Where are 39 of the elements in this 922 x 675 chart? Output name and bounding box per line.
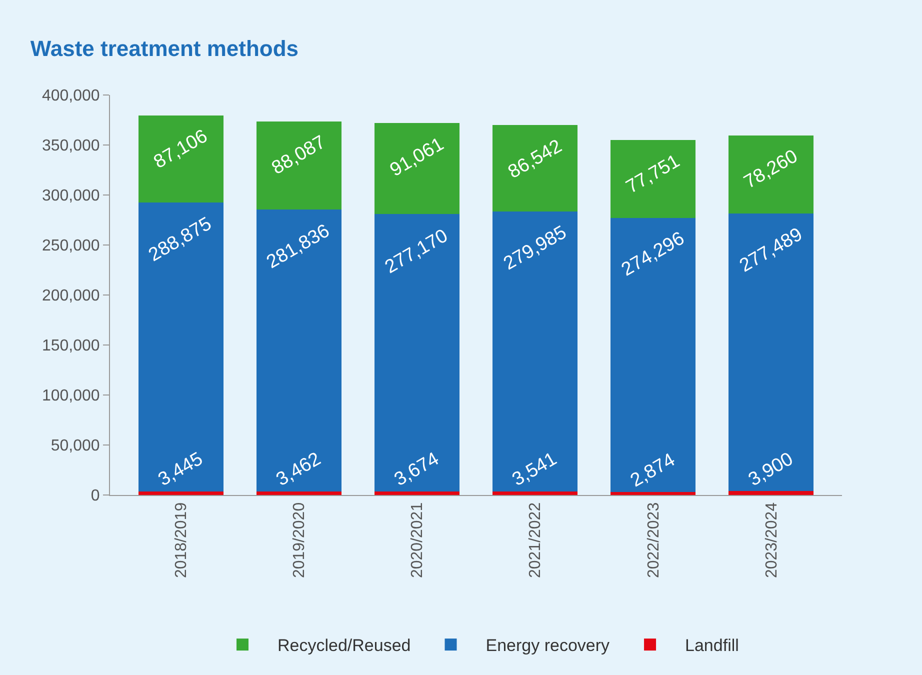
bar xyxy=(728,214,814,492)
data-label: 3,900 xyxy=(745,448,797,491)
x-tick-label: 2021/2022 xyxy=(527,502,544,578)
x-tick-label: 2023/2024 xyxy=(763,502,780,578)
y-tick-label: 0 xyxy=(90,488,100,505)
bar xyxy=(374,123,460,214)
bar xyxy=(492,124,578,212)
bar xyxy=(138,116,224,203)
chart-title: Waste treatment methods xyxy=(30,36,299,61)
y-tick-label: 300,000 xyxy=(42,188,100,205)
bar xyxy=(610,218,696,492)
legend-label: Recycled/Reused xyxy=(278,636,411,656)
bar xyxy=(728,135,814,214)
bar xyxy=(610,492,696,495)
bar xyxy=(138,202,224,492)
data-label: 3,541 xyxy=(508,448,561,491)
y-tick-label: 400,000 xyxy=(42,88,100,105)
x-tick-label: 2020/2021 xyxy=(409,502,426,578)
x-tick-label: 2019/2020 xyxy=(291,502,308,578)
bar xyxy=(256,492,342,495)
bar xyxy=(138,492,224,495)
bar xyxy=(492,211,578,492)
bar xyxy=(374,214,460,492)
y-tick-label: 350,000 xyxy=(42,138,100,155)
x-tick-label: 2022/2023 xyxy=(645,502,662,578)
bar xyxy=(610,140,696,218)
legend-label: Energy recovery xyxy=(486,636,610,656)
bar xyxy=(256,210,342,492)
y-tick-label: 100,000 xyxy=(42,388,100,405)
legend-label: Landfill xyxy=(685,636,739,656)
bar xyxy=(374,491,460,495)
y-tick-label: 50,000 xyxy=(50,438,100,455)
y-tick-label: 250,000 xyxy=(42,238,100,255)
y-tick-label: 150,000 xyxy=(42,338,100,355)
x-tick-label: 2018/2019 xyxy=(173,502,190,578)
bar xyxy=(492,491,578,495)
y-tick-label: 200,000 xyxy=(42,288,100,305)
bar xyxy=(256,122,342,210)
bar xyxy=(728,491,814,495)
